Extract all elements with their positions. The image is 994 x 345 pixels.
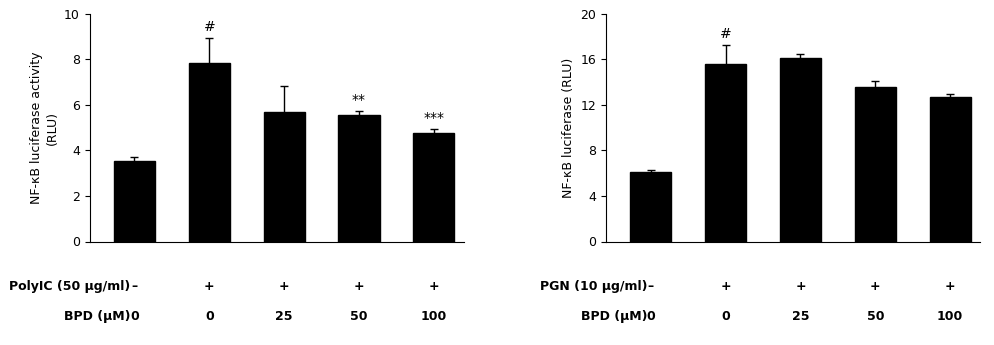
- Text: 100: 100: [420, 310, 446, 323]
- Text: 0: 0: [130, 310, 139, 323]
- Text: +: +: [278, 280, 289, 293]
- Text: +: +: [204, 280, 215, 293]
- Bar: [928, 97, 970, 242]
- Bar: [705, 64, 746, 241]
- Text: 100: 100: [936, 310, 962, 323]
- Bar: [629, 172, 671, 242]
- Text: BPD (μM): BPD (μM): [580, 310, 646, 323]
- Text: 25: 25: [791, 310, 808, 323]
- Bar: [189, 63, 230, 242]
- Text: ***: ***: [422, 111, 444, 125]
- Text: –: –: [647, 280, 653, 293]
- Text: BPD (μM): BPD (μM): [65, 310, 130, 323]
- Text: –: –: [131, 280, 137, 293]
- Text: **: **: [352, 93, 366, 107]
- Bar: [113, 161, 155, 242]
- Bar: [338, 115, 379, 242]
- Text: 0: 0: [646, 310, 654, 323]
- Bar: [854, 87, 895, 241]
- Text: 50: 50: [350, 310, 368, 323]
- Text: +: +: [428, 280, 438, 293]
- Text: #: #: [719, 27, 731, 41]
- Bar: [779, 58, 820, 241]
- Text: +: +: [944, 280, 954, 293]
- Text: PolyIC (50 μg/ml): PolyIC (50 μg/ml): [10, 280, 130, 293]
- Text: PGN (10 μg/ml): PGN (10 μg/ml): [539, 280, 646, 293]
- Text: 25: 25: [275, 310, 292, 323]
- Bar: [263, 112, 304, 241]
- Bar: [413, 133, 454, 242]
- Text: 0: 0: [721, 310, 730, 323]
- Text: #: #: [203, 20, 215, 34]
- Text: +: +: [794, 280, 805, 293]
- Y-axis label: NF-κB luciferase (RLU): NF-κB luciferase (RLU): [562, 58, 575, 198]
- Text: 50: 50: [866, 310, 883, 323]
- Text: +: +: [720, 280, 731, 293]
- Text: 0: 0: [205, 310, 214, 323]
- Text: +: +: [869, 280, 880, 293]
- Y-axis label: NF-κB luciferase activity
(RLU): NF-κB luciferase activity (RLU): [31, 51, 59, 204]
- Text: +: +: [353, 280, 364, 293]
